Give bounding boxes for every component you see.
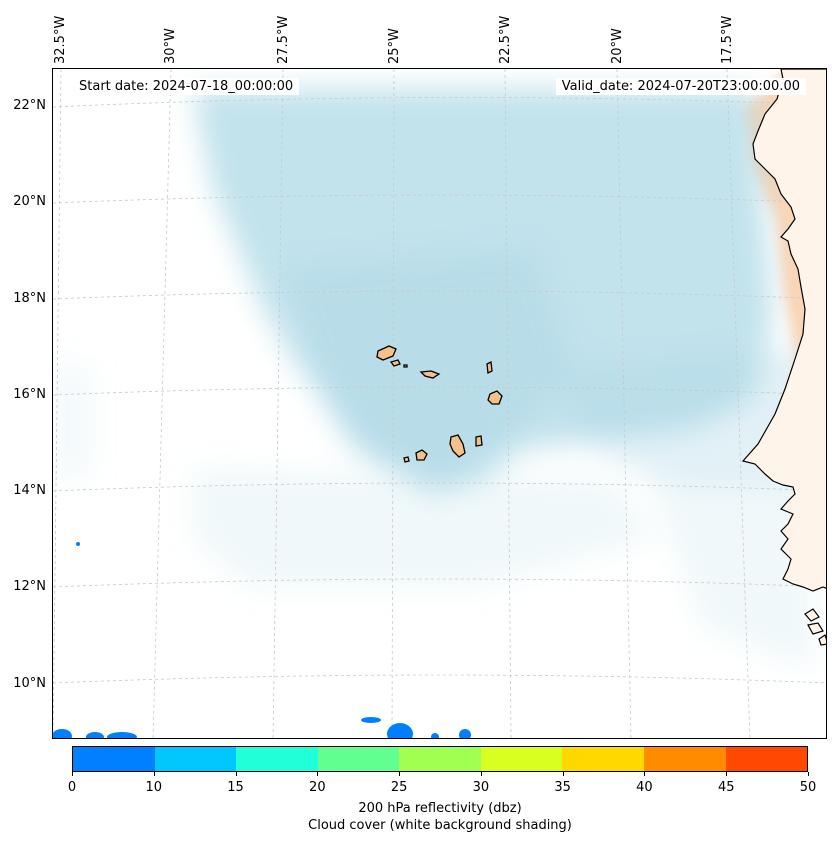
lon-label-22-5w: 22.5°W [498,15,513,64]
coastal-islet-3 [818,634,826,646]
lat-label-12n: 12°N [13,579,46,594]
colorbar-label-cloud-cover: Cloud cover (white background shading) [308,818,572,833]
colorbar-tickmark [726,772,728,776]
gridlines [53,69,826,738]
lon-label-30w: 30°W [163,28,178,64]
coastal-islet-1 [804,608,820,622]
colorbar-tickmark [808,772,809,776]
cape-verde-islands [376,345,503,463]
colorbar [72,746,808,772]
lon-label-20w: 20°W [610,28,625,64]
colorbar-tickmark [644,772,646,776]
refl-cell-2 [86,732,104,738]
colorbar-tick-label: 50 [799,780,817,795]
colorbar-tick-label: 15 [227,780,244,795]
cloud-cover [53,89,813,669]
lon-label-27-5w: 27.5°W [276,15,291,64]
colorbar-tick-label: 20 [309,780,326,795]
colorbar-segment-0 [73,747,155,771]
refl-cell-6 [431,733,439,738]
island-maio [475,435,483,447]
map-panel[interactable]: Start date: 2024-07-18_00:00:00 Valid_da… [52,68,827,739]
island-brava [403,456,410,463]
island-fogo [415,449,428,461]
island-santa-luzia [403,364,408,368]
colorbar-tick-label: 10 [145,780,163,795]
colorbar-tickmark [562,772,564,776]
lat-label-20n: 20°N [13,194,46,209]
lat-label-14n: 14°N [13,483,46,498]
colorbar-tickmark [480,772,482,776]
refl-cell-8 [76,542,80,546]
colorbar-tick-label: 45 [717,780,735,795]
refl-cell-1 [53,729,72,738]
colorbar-tick-label: 40 [636,780,653,795]
coastal-islet-2 [807,622,824,635]
island-boa-vista [487,390,503,405]
colorbar-segment-3 [317,747,400,771]
valid-date-label: Valid_date: 2024-07-20T23:00:00.00 [555,78,806,95]
colorbar-tick-label: 0 [67,780,77,795]
colorbar-segment-8 [725,747,808,771]
colorbar-segment-2 [236,747,318,771]
lon-label-17-5w: 17.5°W [720,15,735,64]
colorbar-tickmark [72,772,73,776]
colorbar-tickmark [235,772,237,776]
africa-coastline [741,69,826,592]
colorbar-tickmark [399,772,401,776]
colorbar-segment-4 [399,747,481,771]
refl-cell-4 [361,717,381,723]
refl-cell-5 [387,723,413,738]
lon-label-32-5w: 32.5°W [53,15,68,64]
island-santiago [449,434,466,458]
colorbar-segment-6 [562,747,644,771]
lon-label-25w: 25°W [387,28,402,64]
map-canvas [53,69,826,738]
reflectivity-cells [53,542,471,738]
island-santo-antao [376,345,397,361]
colorbar-tickmark [153,772,155,776]
island-sao-vicente [389,359,401,367]
start-date-label: Start date: 2024-07-18_00:00:00 [73,78,300,95]
refl-cell-7 [459,729,471,738]
island-sal [486,361,493,374]
colorbar-tick-label: 25 [390,780,408,795]
colorbar-tick-label: 35 [554,780,571,795]
colorbar-segment-1 [154,747,237,771]
colorbar-label-reflectivity: 200 hPa reflectivity (dbz) [358,801,522,816]
colorbar-tick-label: 30 [472,780,490,795]
colorbar-segment-5 [480,747,563,771]
lat-label-10n: 10°N [13,676,46,691]
colorbar-tickmark [317,772,319,776]
colorbar-segment-7 [643,747,726,771]
refl-cell-3 [107,732,137,738]
lat-label-16n: 16°N [13,387,46,402]
island-sao-nicolau [419,370,441,379]
lat-label-22n: 22°N [13,98,46,113]
lat-label-18n: 18°N [13,291,46,306]
